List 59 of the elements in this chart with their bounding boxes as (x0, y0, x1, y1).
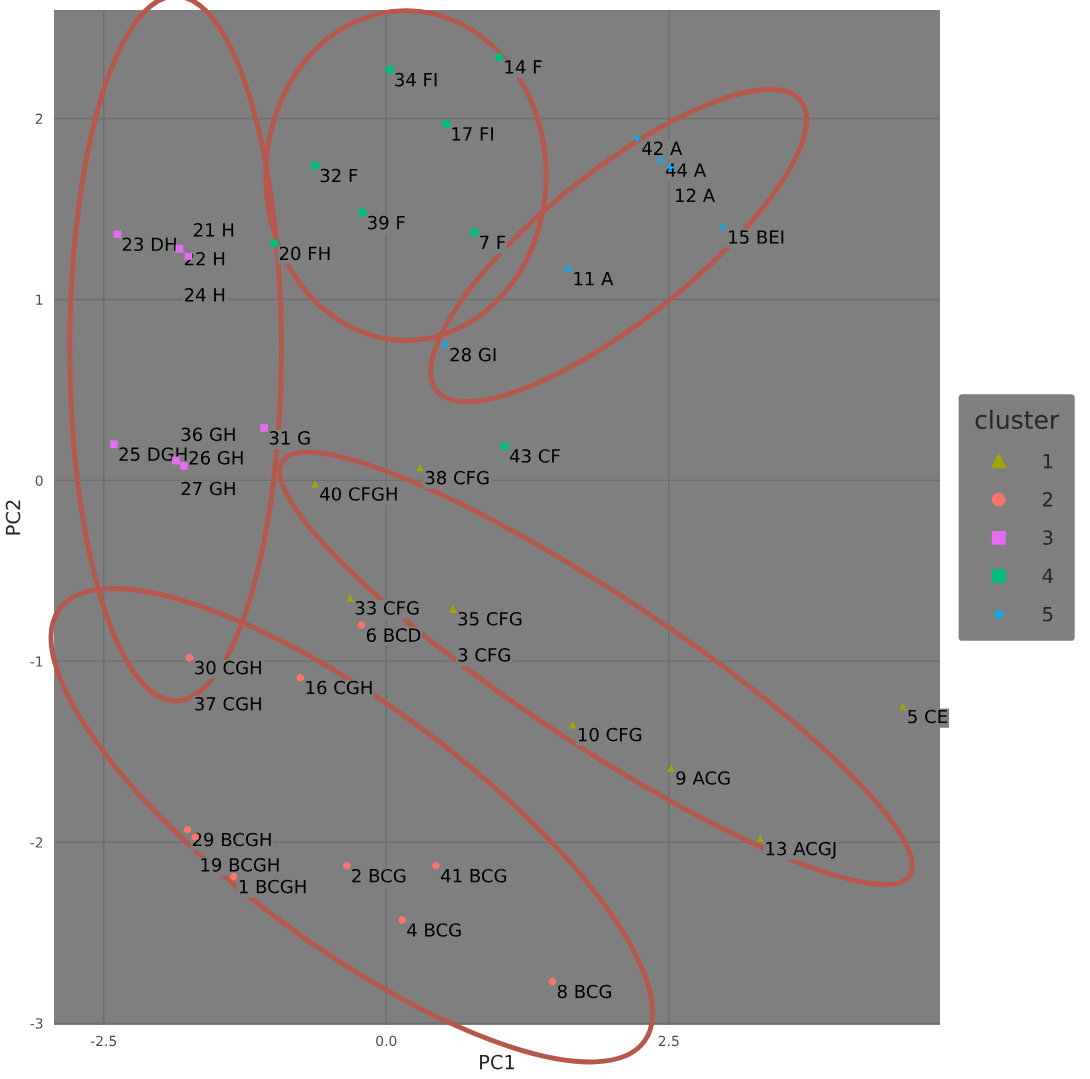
legend-label: 4 (1042, 568, 1053, 583)
annotation: 4 BCG (407, 923, 461, 937)
annotation: 9 ACG (676, 771, 730, 785)
annotation: 2 BCG (352, 868, 406, 883)
annotation: 37 CGH (195, 696, 261, 711)
annotation: 7 F (480, 235, 506, 250)
annotation: 23 DH (122, 237, 176, 252)
annotation: 11 A (574, 272, 614, 286)
x-tick-label: -2.5 (90, 1035, 117, 1047)
y-tick-label: -2 (30, 837, 43, 848)
y-tick-label: 0 (35, 475, 43, 486)
annotation: 36 GH (181, 427, 235, 442)
annotation: 33 CFG (355, 601, 419, 615)
annotation: 40 CFGH (320, 487, 397, 501)
annotation: 5 CE (908, 709, 947, 724)
y-tick-label: 1 (36, 294, 43, 305)
annotation: 39 F (368, 215, 405, 230)
y-tick-label: 2 (35, 113, 43, 124)
y-axis-title: PC2 (5, 500, 21, 535)
annotation: 10 CFG (578, 727, 642, 742)
annotation: 29 BCGH (192, 832, 271, 847)
annotation: 34 FI (395, 72, 437, 87)
annotation: 31 G (269, 431, 310, 445)
annotation: 43 CF (509, 449, 560, 463)
annotation: 6 BCD (366, 628, 421, 642)
annotation: 15 BEI (729, 230, 784, 244)
annotation: 25 DGH (119, 447, 187, 461)
annotation: 19 BCGH (201, 857, 279, 872)
x-axis-title: PC1 (480, 1054, 515, 1070)
annotation: 26 GH (189, 450, 243, 465)
x-tick-label: 2.5 (658, 1035, 679, 1047)
y-tick-label: -1 (30, 656, 43, 667)
annotation: 20 FH (279, 246, 330, 261)
legend-title: cluster (975, 409, 1060, 430)
annotation: 13 ACGJ (766, 841, 836, 859)
x-tick-label: 0.0 (376, 1035, 397, 1047)
annotation: 32 F (320, 168, 358, 183)
legend-label: 1 (1043, 453, 1053, 469)
annotation: 16 CGH (306, 680, 372, 695)
annotation: 3 CFG (458, 648, 510, 662)
annotation: 35 CFG (458, 611, 522, 626)
annotation: 41 BCG (441, 868, 507, 883)
annotation: 17 FI (452, 127, 493, 141)
annotation: 28 GI (450, 347, 496, 362)
annotation: 12 A (676, 188, 715, 202)
y-tick-label: -3 (30, 1018, 43, 1029)
legend-label: 3 (1043, 530, 1053, 545)
annotation: 30 CGH (195, 660, 261, 675)
annotation: 44 A (665, 163, 706, 177)
legend-label: 5 (1043, 607, 1053, 622)
annotation: 14 F (505, 60, 542, 74)
annotation: 1 BCGH (239, 879, 306, 894)
annotation: 27 GH (181, 481, 235, 496)
annotation: 24 H (184, 288, 225, 302)
annotation: 21 H (193, 223, 234, 237)
annotation: 8 BCG (557, 984, 611, 999)
annotation: 42 A (642, 141, 683, 155)
annotation: 38 CFG (425, 470, 489, 485)
legend-label: 2 (1043, 491, 1052, 507)
